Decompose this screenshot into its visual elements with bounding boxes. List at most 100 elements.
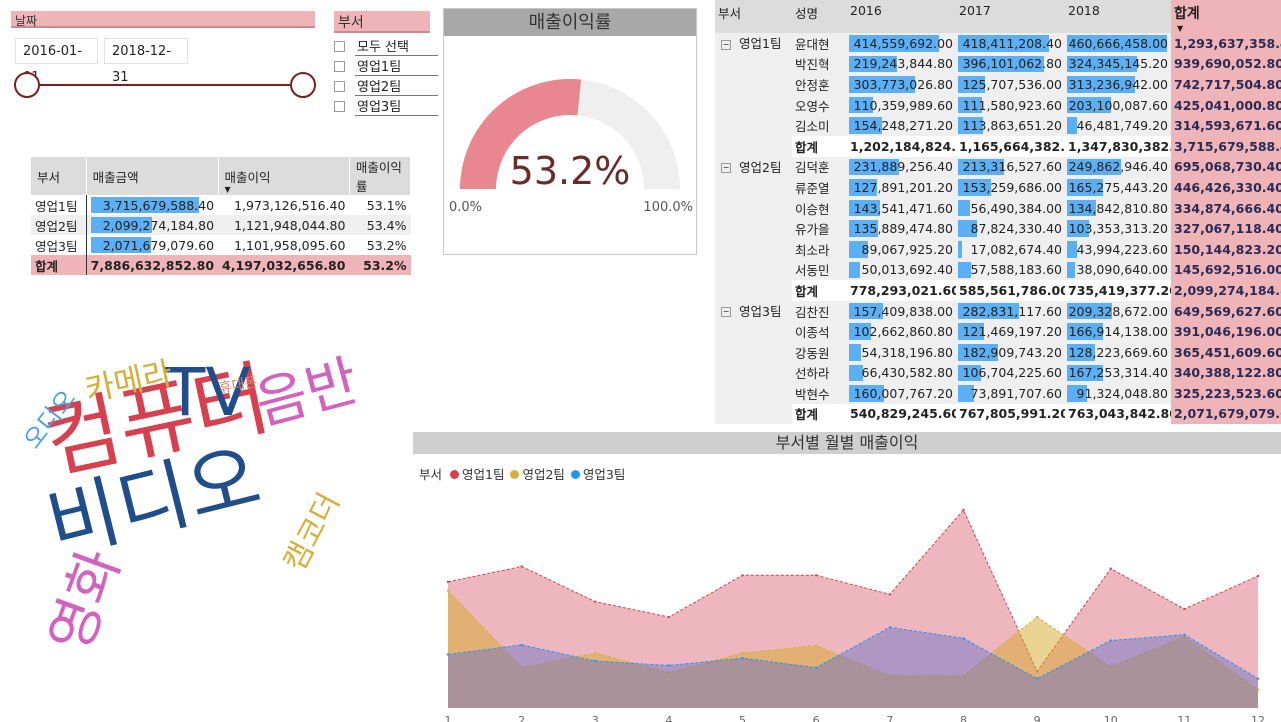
word-camcorder[interactable]: 캠코더 <box>277 487 348 578</box>
point-영업2팀-5[interactable] <box>741 651 744 655</box>
checkbox[interactable] <box>334 60 345 72</box>
matrix-row[interactable]: − 영업3팀 김찬진 157,409,838.00 282,831,117.60 209,… <box>715 300 1281 425</box>
word-music[interactable]: 음반 <box>248 348 366 438</box>
legend-item-team2[interactable]: 영업2팀 <box>510 464 565 483</box>
subtotal-value: 1,202,184,824.40 <box>847 135 956 157</box>
table-row[interactable]: 영업2팀 2,099,274,184.80 1,121,948,044.80 5… <box>31 215 411 235</box>
mx-header-dept[interactable]: 부서 <box>715 0 792 33</box>
point-영업2팀-1[interactable] <box>446 589 450 592</box>
collapse-icon[interactable]: − <box>721 163 731 174</box>
point-영업1팀-3[interactable] <box>594 600 597 603</box>
point-영업2팀-10[interactable] <box>1109 665 1112 669</box>
matrix-row[interactable]: 류준열 127,891,201.20 153,259,686.00 165,275,4… <box>715 177 1281 198</box>
col-header-profit[interactable]: 매출이익 ▼ <box>218 157 350 195</box>
matrix-row[interactable]: 최소라 89,067,925.20 17,082,674.40 43,994,223.… <box>715 238 1281 260</box>
dept-group-cell[interactable]: − 영업3팀 <box>715 300 792 425</box>
checkbox[interactable] <box>334 40 345 52</box>
date-range-slider[interactable] <box>14 72 316 98</box>
point-영업3팀-7[interactable] <box>888 626 892 629</box>
dept-option-all[interactable]: 모두 선택 <box>334 36 438 56</box>
col-header-rate[interactable]: 매출이익률 <box>349 157 412 195</box>
mx-header-name[interactable]: 성명 <box>792 0 847 33</box>
point-영업2팀-3[interactable] <box>594 651 597 655</box>
point-영업2팀-2[interactable] <box>520 666 523 669</box>
word-tv[interactable]: TV <box>165 354 251 431</box>
point-영업3팀-5[interactable] <box>741 656 744 660</box>
dept-option-team3[interactable]: 영업3팀 <box>334 96 438 116</box>
point-영업3팀-10[interactable] <box>1109 639 1112 642</box>
matrix-row[interactable]: 이종석 102,662,860.80 121,469,197.20 166,914,1… <box>715 321 1281 342</box>
mx-header-2016[interactable]: 2016 <box>847 0 956 33</box>
dept-option-team1[interactable]: 영업1팀 <box>334 56 438 76</box>
point-영업1팀-11[interactable] <box>1183 607 1186 611</box>
wordcloud-visual[interactable]: 컴퓨터 비디오 TV 음반 영화 카메라 캠코더 오디오 휴대폰 <box>0 330 400 710</box>
matrix-row[interactable]: 이승현 143,541,471.60 56,490,384.00 134,842,81… <box>715 197 1281 219</box>
matrix-row[interactable]: − 영업2팀 김덕훈 231,889,256.40 213,316,527.60 249,… <box>715 156 1281 301</box>
point-영업2팀-11[interactable] <box>1183 635 1186 639</box>
point-영업3팀-9[interactable] <box>1035 677 1039 680</box>
end-date-input[interactable]: 2018-12-31 <box>104 38 188 85</box>
mx-header-2018[interactable]: 2018 <box>1065 0 1171 33</box>
point-영업3팀-12[interactable] <box>1256 677 1260 680</box>
table-row[interactable]: 영업3팀 2,071,679,079.60 1,101,958,095.60 5… <box>31 235 411 255</box>
slider-start-handle[interactable] <box>14 72 40 98</box>
point-영업3팀-11[interactable] <box>1183 633 1186 636</box>
matrix-row[interactable]: 오영수 110,359,989.60 111,580,923.60 203,100,0… <box>715 94 1281 116</box>
matrix-row[interactable]: 선하라 66,430,582.80 106,704,225.60 167,253,31… <box>715 362 1281 384</box>
point-영업3팀-8[interactable] <box>962 637 965 640</box>
point-영업2팀-12[interactable] <box>1256 688 1260 691</box>
start-date-input[interactable]: 2016-01-01 <box>15 38 98 85</box>
dept-option-team2[interactable]: 영업2팀 <box>334 76 438 96</box>
legend-item-team1[interactable]: 영업1팀 <box>450 464 504 483</box>
value-text: 167,253,314.40 <box>1068 365 1168 381</box>
collapse-icon[interactable]: − <box>721 39 731 50</box>
point-영업1팀-1[interactable] <box>446 580 450 584</box>
point-영업2팀-9[interactable] <box>1035 615 1039 619</box>
point-영업1팀-4[interactable] <box>667 615 671 619</box>
point-영업2팀-8[interactable] <box>962 674 965 677</box>
point-영업3팀-4[interactable] <box>667 664 671 667</box>
point-영업1팀-12[interactable] <box>1256 574 1260 578</box>
matrix-row[interactable]: 서동민 50,013,692.40 57,588,183.60 38,090,640.… <box>715 259 1281 281</box>
point-영업1팀-5[interactable] <box>741 574 744 577</box>
slider-end-handle[interactable] <box>290 72 316 98</box>
matrix-row[interactable]: 안정훈 303,773,026.80 125,707,536.00 313,236,9… <box>715 74 1281 95</box>
total-label: 합계 <box>31 255 87 275</box>
checkbox[interactable] <box>334 100 345 112</box>
value-text: 203,100,087.60 <box>1068 97 1168 113</box>
matrix-row[interactable]: 김소미 154,248,271.20 113,863,651.20 46,481,74… <box>715 115 1281 136</box>
point-영업1팀-2[interactable] <box>520 565 523 568</box>
collapse-icon[interactable]: − <box>721 307 731 318</box>
mx-header-total[interactable]: 합계 ▼ <box>1171 0 1281 33</box>
col-header-sales[interactable]: 매출금액 <box>86 157 219 195</box>
point-영업2팀-4[interactable] <box>667 671 671 674</box>
point-영업2팀-7[interactable] <box>888 674 892 677</box>
table-row[interactable]: 영업1팀 3,715,679,588.40 1,973,126,516.40 5… <box>31 195 411 215</box>
point-영업3팀-3[interactable] <box>594 659 597 663</box>
point-영업1팀-8[interactable] <box>962 508 965 512</box>
dept-group-cell[interactable]: − 영업1팀 <box>715 33 792 157</box>
area-영업3팀[interactable] <box>448 627 1258 708</box>
gauge-visual[interactable]: 매출이익률 53.2% 0.0% 100.0% <box>443 8 697 255</box>
point-영업3팀-2[interactable] <box>520 643 523 647</box>
col-header-dept[interactable]: 부서 <box>31 157 87 195</box>
mx-header-2017[interactable]: 2017 <box>956 0 1065 33</box>
point-영업3팀-6[interactable] <box>814 666 818 669</box>
matrix-row[interactable]: 강동원 54,318,196.80 182,909,743.20 128,223,66… <box>715 341 1281 363</box>
point-영업3팀-1[interactable] <box>446 653 450 656</box>
checkbox[interactable] <box>334 80 345 92</box>
point-영업1팀-10[interactable] <box>1109 567 1112 570</box>
point-영업1팀-7[interactable] <box>888 593 892 596</box>
point-영업2팀-6[interactable] <box>814 644 818 647</box>
year-value-cell: 282,831,117.60 <box>956 301 1065 322</box>
matrix-row[interactable]: 유가을 135,889,474.80 87,824,330.40 103,353,31… <box>715 218 1281 239</box>
word-movie[interactable]: 영화 <box>37 541 134 661</box>
matrix-row[interactable]: − 영업1팀 윤대현 414,559,692.00 418,411,208.40 460,… <box>715 33 1281 157</box>
matrix-row[interactable]: 박현수 160,007,767.20 73,891,707.60 91,324,048… <box>715 383 1281 404</box>
matrix-row[interactable]: 박진혁 219,243,844.80 396,101,062.80 324,345,1… <box>715 53 1281 75</box>
legend-item-team3[interactable]: 영업3팀 <box>570 464 625 483</box>
dept-group-cell[interactable]: − 영업2팀 <box>715 156 792 301</box>
area-영업2팀[interactable] <box>448 590 1258 708</box>
point-영업1팀-6[interactable] <box>814 574 818 577</box>
